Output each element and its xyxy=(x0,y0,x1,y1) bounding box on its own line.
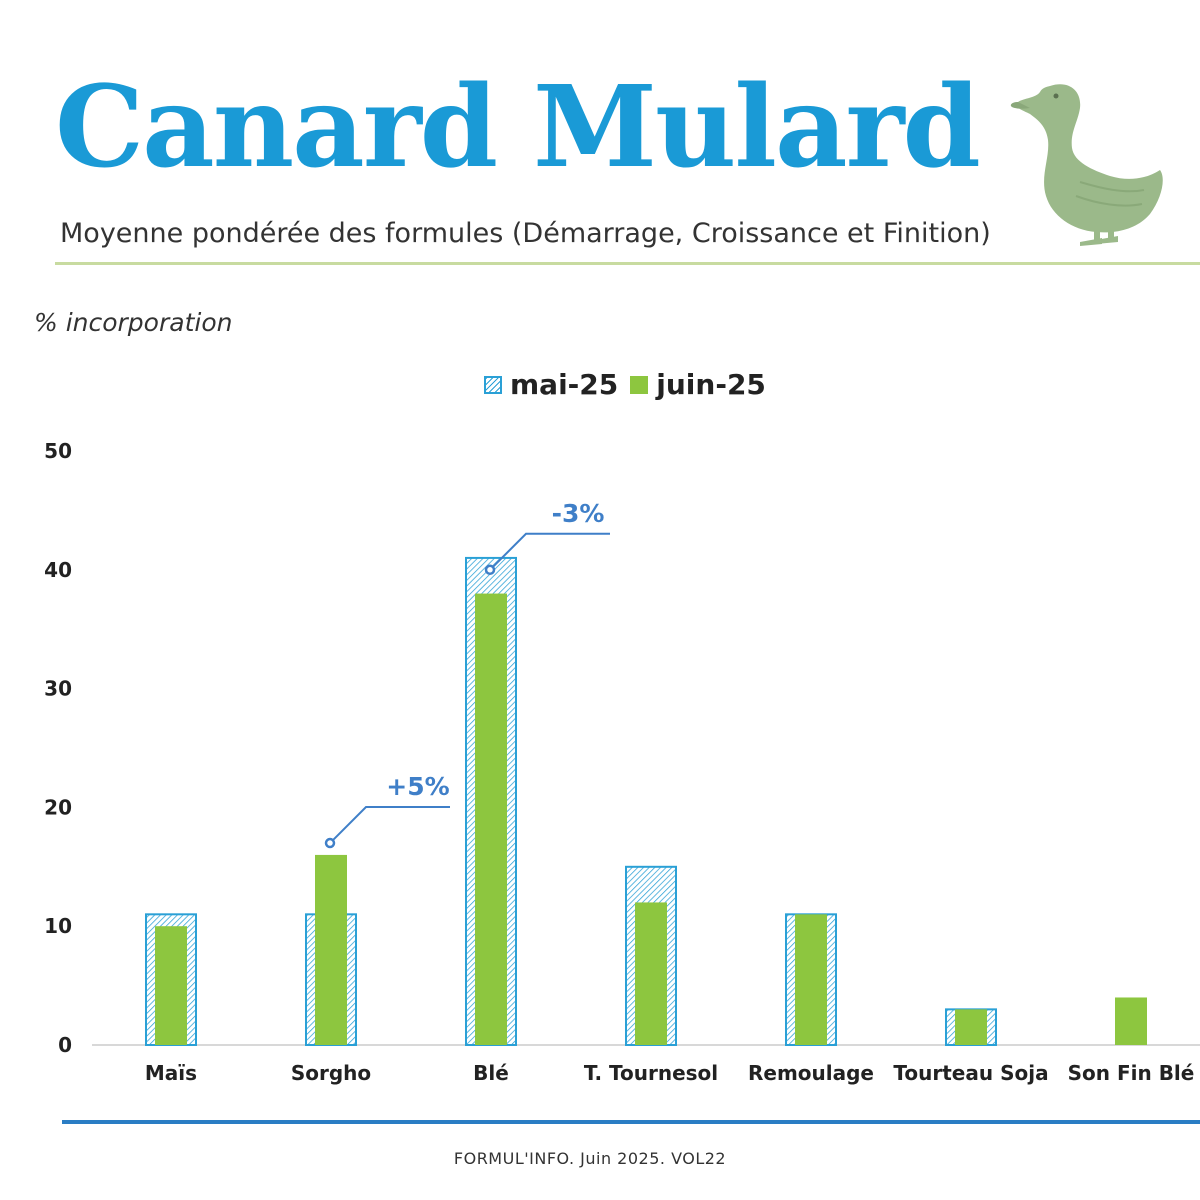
x-tick-label: Sorgho xyxy=(291,1061,371,1085)
x-tick-label: Son Fin Blé xyxy=(1068,1061,1195,1085)
bar-juin-25 xyxy=(315,854,347,1045)
legend-swatch-juin xyxy=(630,375,649,394)
annotation-label: +5% xyxy=(386,772,449,801)
x-tick-label: T. Tournesol xyxy=(584,1061,718,1085)
bar-juin-25 xyxy=(955,1009,987,1045)
annotation-marker xyxy=(324,837,336,849)
bar-juin-25 xyxy=(155,926,187,1045)
y-tick-label: 0 xyxy=(58,1033,72,1057)
page-subtitle: Moyenne pondérée des formules (Démarrage… xyxy=(60,218,991,249)
bar-juin-25 xyxy=(635,902,667,1045)
annotation-label: -3% xyxy=(552,499,605,528)
annotation-marker xyxy=(484,564,496,576)
annotation-leader xyxy=(332,806,450,841)
y-tick-label: 50 xyxy=(44,439,72,463)
bar-juin-25 xyxy=(1115,997,1147,1045)
legend-label-juin: juin-25 xyxy=(656,368,766,401)
chart-legend: mai-25 juin-25 xyxy=(484,368,766,401)
y-tick-label: 20 xyxy=(44,795,72,819)
page-title: Canard Mulard xyxy=(55,62,981,193)
y-axis-label: % incorporation xyxy=(34,308,233,337)
y-tick-label: 30 xyxy=(44,677,72,701)
x-tick-label: Remoulage xyxy=(748,1061,874,1085)
legend-label-mai: mai-25 xyxy=(510,368,619,401)
y-tick-label: 40 xyxy=(44,558,72,582)
legend-swatch-mai xyxy=(484,375,502,394)
bar-juin-25 xyxy=(475,593,507,1045)
annotation-leader xyxy=(492,532,610,568)
x-tick-label: Tourteau Soja xyxy=(893,1061,1048,1085)
duck-icon xyxy=(1010,84,1163,246)
legend-item-mai: mai-25 xyxy=(484,368,618,401)
footer-divider xyxy=(62,1120,1200,1124)
y-tick-label: 10 xyxy=(44,914,72,938)
title-divider xyxy=(55,262,1200,265)
legend-item-juin: juin-25 xyxy=(630,368,766,401)
footer-text: FORMUL'INFO. Juin 2025. VOL22 xyxy=(453,1149,727,1168)
x-tick-label: Maïs xyxy=(145,1061,197,1085)
bar-juin-25 xyxy=(795,914,827,1045)
x-tick-label: Blé xyxy=(473,1061,509,1085)
